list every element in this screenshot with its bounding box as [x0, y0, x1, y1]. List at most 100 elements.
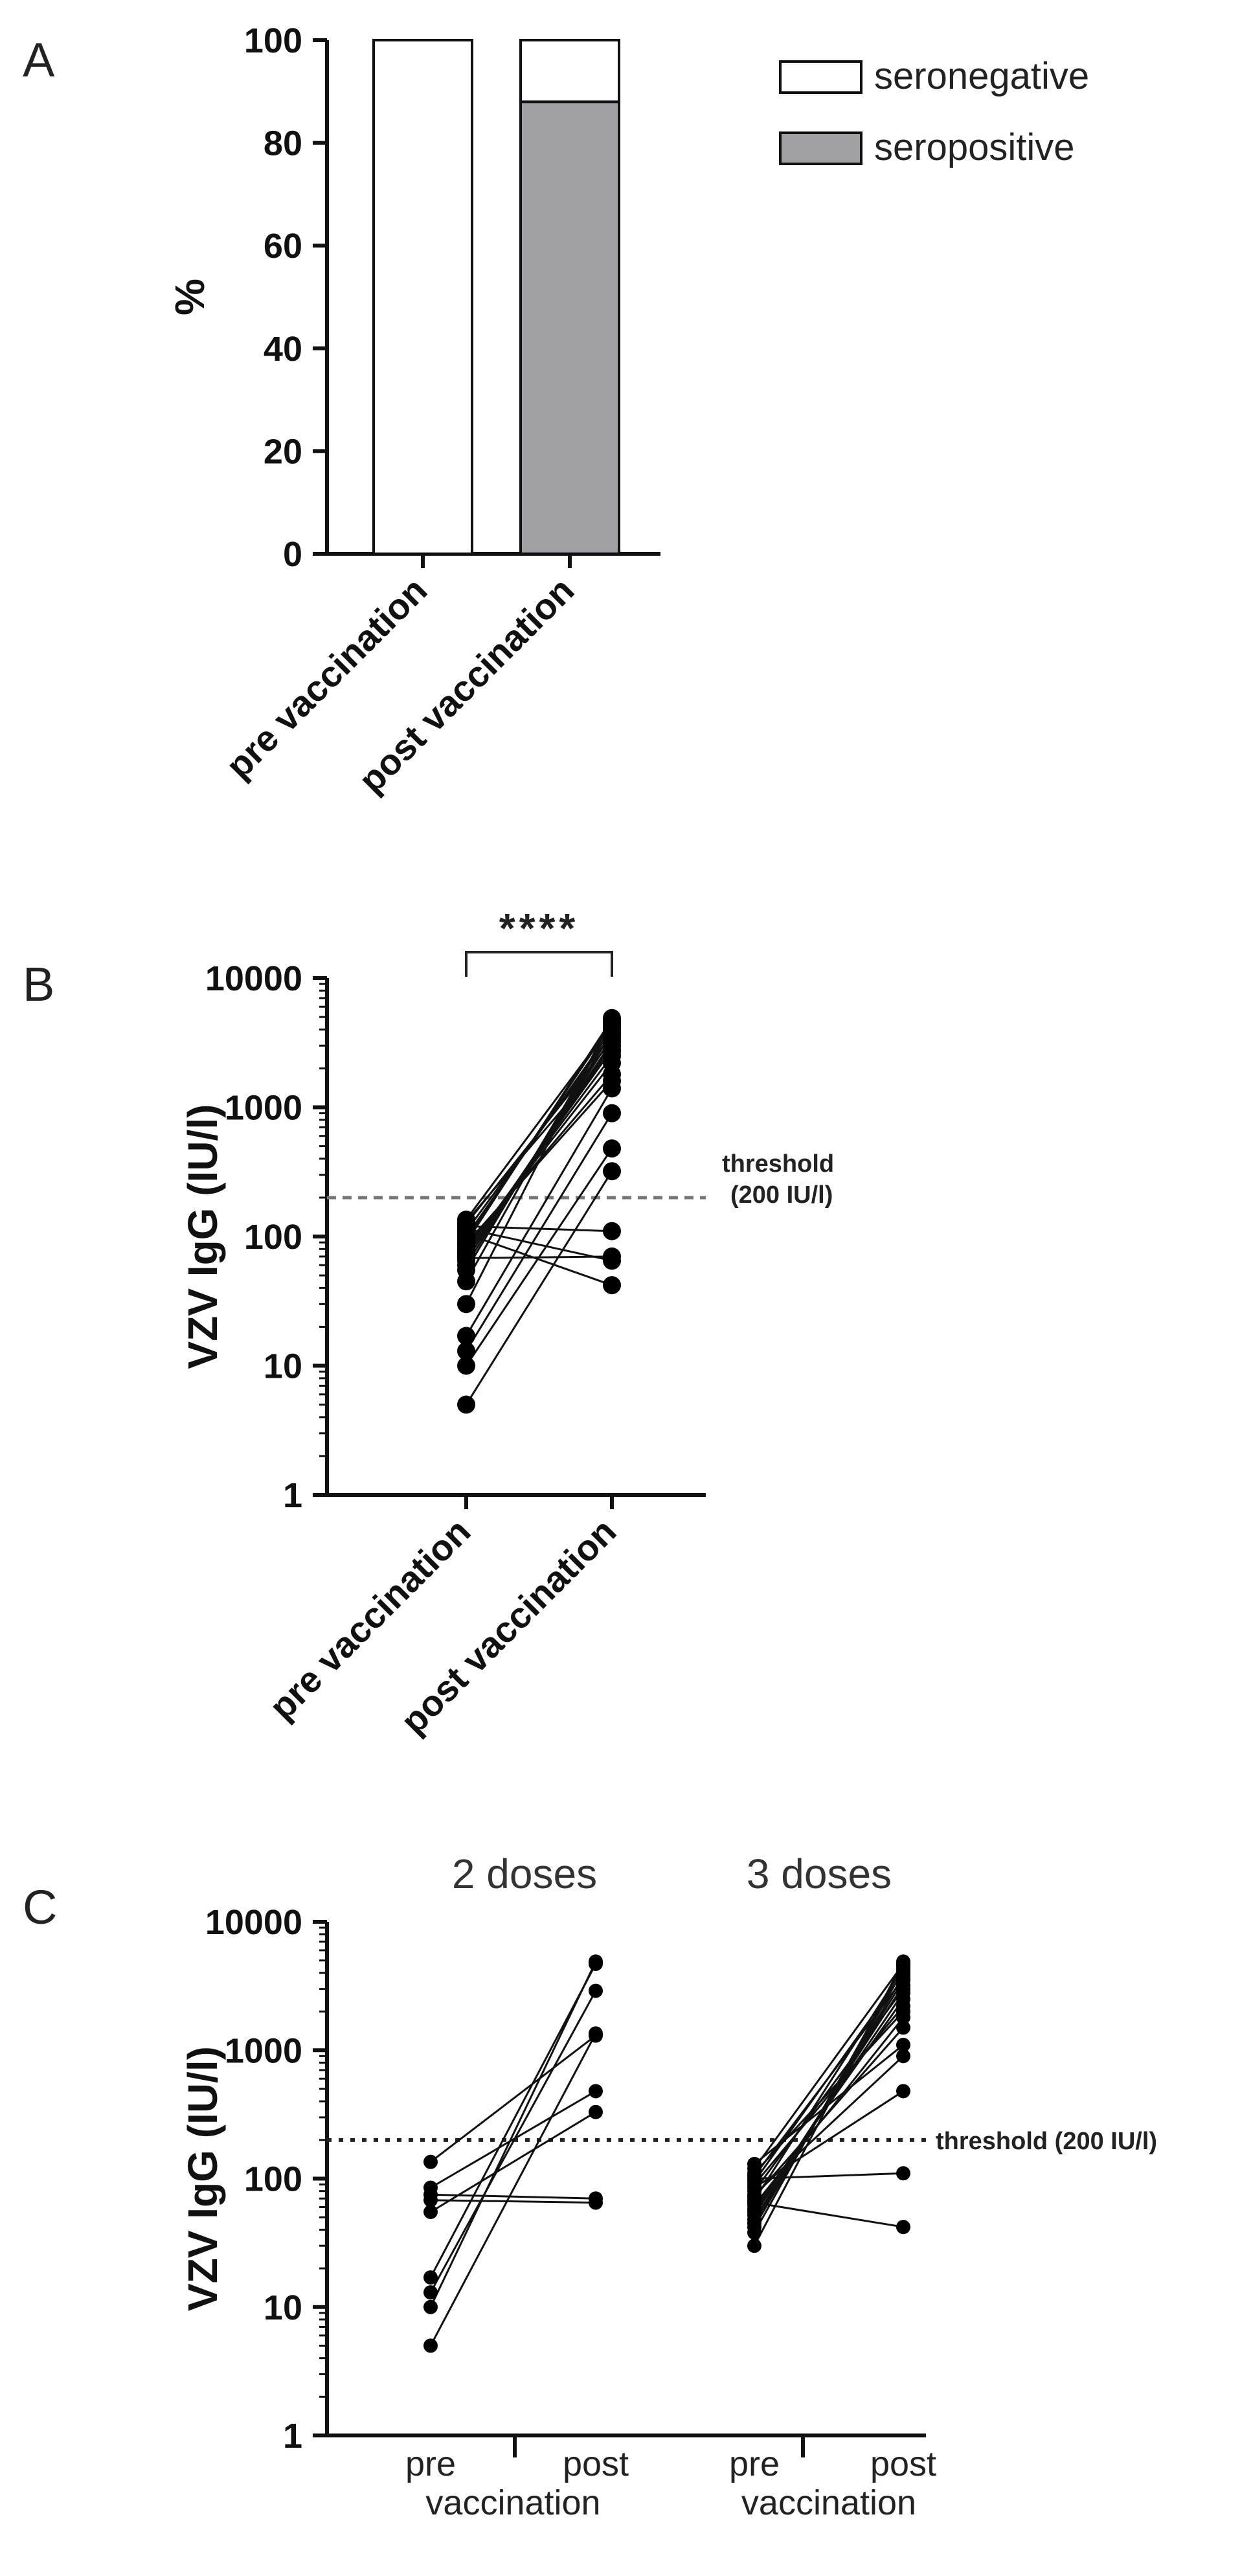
panel-b-pair-line: [465, 1088, 613, 1337]
panel-c-pair-line: [753, 1966, 905, 2201]
panel-a-bar-seronegative: [519, 39, 620, 104]
panel-c-category-label: post: [870, 2445, 936, 2483]
panel-c-group-titles: 2 doses 3 doses: [452, 1851, 892, 1897]
panel-c-pair-line: [429, 1963, 597, 2278]
panel-b-significance-label: ****: [499, 905, 580, 952]
panel-b-point-pre: [457, 1356, 475, 1375]
panel-c-y-tick-label: 10000: [205, 1903, 302, 1942]
panel-b-y-tick-label: 100: [244, 1218, 302, 1257]
panel-b-point-pre: [457, 1395, 475, 1414]
panel-a-legend-label-seropositive: seropositive: [874, 126, 1074, 168]
panel-b-y-axis-label: VZV IgG (IU/l): [179, 1104, 226, 1369]
panel-b-y-tick-label: 1000: [225, 1089, 302, 1128]
panel-b-point-post: [603, 1276, 621, 1295]
panel-c-pair-line: [429, 1961, 597, 2308]
panel-b-significance-bracket: [465, 951, 613, 977]
panel-c-pair-line: [753, 1963, 905, 2169]
panel-c-shared-x-label: vaccination: [741, 2483, 916, 2522]
panel-c-pair-line: [429, 2033, 597, 2347]
panel-c-point-post: [896, 2004, 910, 2019]
panel-b-pair-line: [466, 1227, 613, 1262]
panel-c-pair-line: [754, 2172, 904, 2180]
panel-c-point-post: [896, 2220, 910, 2235]
panel-c-point-post: [896, 1971, 910, 1986]
panel-b-letter: B: [23, 957, 54, 1011]
panel-b-point-post: [603, 1104, 621, 1123]
panel-c-letter: C: [23, 1880, 57, 1934]
panel-c-category-label: pre: [405, 2445, 456, 2483]
panel-b-point-pre: [457, 1295, 475, 1314]
panel-a-y-tick-label: 40: [264, 330, 302, 369]
panel-b-y-tick-label: 10: [264, 1347, 302, 1386]
panel-b-pair-line: [465, 1051, 613, 1223]
panel-b-point-pre: [457, 1341, 475, 1360]
panel-a-y-tick-label: 0: [283, 535, 302, 574]
panel-c-point-pre: [423, 2270, 438, 2285]
panel-b-pair-lines: [465, 1018, 613, 1406]
panel-b-y-tick-label: 10000: [205, 959, 302, 998]
panel-a-letter: A: [23, 33, 55, 87]
panel-c-shared-x-label: vaccination: [425, 2483, 600, 2522]
panel-a-y-tick-label: 20: [264, 432, 302, 471]
panel-b-point-post: [603, 1042, 621, 1061]
panel-b-significance: ****: [465, 905, 613, 977]
panel-b-point-post: [603, 1162, 621, 1181]
panel-c-pair-line: [754, 2090, 904, 2189]
panel-c-pair-line: [430, 2199, 596, 2204]
panel-c-point-post: [896, 2166, 910, 2181]
panel-b-pair-line: [465, 1112, 613, 1352]
panel-c-point-post: [589, 2104, 603, 2119]
panel-a-bar-seronegative: [372, 39, 473, 555]
panel-c-group-title: 2 doses: [452, 1851, 597, 1897]
panel-b-point-post: [603, 1139, 621, 1158]
panel-c-y-tick-label: 100: [244, 2160, 302, 2199]
panel-c-point-pre: [423, 2299, 438, 2314]
panel-b-axes: 1 10 100 1000 10000: [205, 959, 706, 1515]
panel-c-threshold: threshold (200 IU/l): [327, 2128, 1157, 2155]
panel-c-axes: 1 10 100 1000 10000: [205, 1903, 926, 2457]
panel-a-bar-seropositive: [519, 100, 620, 556]
panel-c-point-pre: [747, 2239, 761, 2253]
panel-c-group-title: 3 doses: [747, 1851, 892, 1897]
panel-a-y-tick-label: 80: [264, 124, 302, 163]
panel-b-pair-line: [466, 1233, 613, 1286]
panel-a-legend-swatch-seropositive: [779, 131, 862, 165]
panel-c-point-post: [896, 2020, 910, 2035]
panel-c-point-pre: [423, 2180, 438, 2195]
panel-a-legend-label-seronegative: seronegative: [874, 55, 1089, 97]
panel-c-point-pre: [747, 2156, 761, 2171]
panel-c-point-post: [589, 1957, 603, 1972]
panel-a-y-tick-label: 100: [244, 21, 302, 60]
panel-b-y-tick-label: 1: [283, 1476, 302, 1515]
panel-b-pair-line: [465, 1080, 613, 1245]
panel-c-category-label: post: [563, 2445, 629, 2483]
panel-c-pair-lines: [429, 1961, 905, 2347]
panel-c-pair-line: [753, 1988, 905, 2192]
panel-c-pair-line: [754, 2044, 904, 2165]
panel-c-point-pre: [423, 2285, 438, 2300]
panel-c-point-post: [896, 1981, 910, 1996]
panel-c-pair-line: [430, 2193, 596, 2200]
panel-a-legend: seronegative seropositive: [779, 55, 1089, 168]
panel-b-point-post: [603, 1015, 621, 1034]
panel-b-pair-line: [465, 1170, 613, 1406]
panel-c-point-post: [589, 1983, 603, 1998]
panel-b-point-pre: [457, 1327, 475, 1345]
panel-b-threshold-label-line2: (200 IU/l): [730, 1181, 833, 1209]
panel-c-point-pre: [423, 2154, 438, 2169]
panel-c-pair-line: [753, 2005, 905, 2185]
panel-b-threshold-label-line1: threshold: [722, 1150, 834, 1178]
panel-a-bars: [372, 39, 620, 556]
panel-c-point-pre: [423, 2204, 438, 2219]
panel-b-pair-line: [465, 1023, 613, 1220]
panel-b-threshold: threshold (200 IU/l): [327, 1150, 834, 1209]
panel-c-point-pre: [423, 2338, 438, 2353]
panel-c-pair-line: [753, 2011, 905, 2174]
panel-c-point-post: [896, 2049, 910, 2064]
panel-c: C VZV IgG (IU/l) 1 10 100 1000 10000 thresho…: [23, 1851, 1157, 2522]
panel-a-y-axis-label: %: [166, 279, 213, 315]
